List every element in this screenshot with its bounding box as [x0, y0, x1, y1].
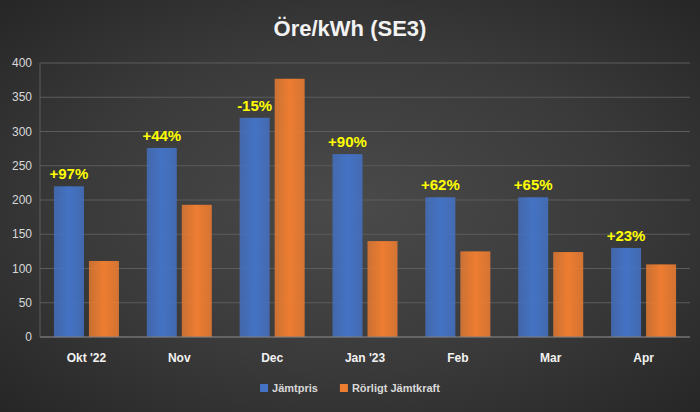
x-tick-label: Okt '22 [67, 351, 107, 365]
grid-line [40, 165, 690, 166]
bar [368, 241, 398, 337]
annotation: +23% [607, 227, 646, 244]
bar [182, 205, 212, 337]
grid-line [40, 234, 690, 235]
legend: Jämtpris Rörligt Jämtkraft [260, 382, 440, 394]
y-tick-label: 100 [12, 262, 32, 276]
bar [147, 148, 177, 337]
x-tick-label: Mar [540, 351, 562, 365]
y-tick-label: 300 [12, 125, 32, 139]
y-tick-label: 50 [19, 296, 33, 310]
bar [553, 252, 583, 337]
bar [54, 186, 84, 337]
y-tick-label: 350 [12, 90, 32, 104]
y-tick-label: 400 [12, 56, 32, 70]
labels: +97% Okt '22 +44% Nov -15% Dec +90% Jan '23 +62%… [50, 97, 655, 365]
bar [611, 248, 641, 337]
legend-label: Rörligt Jämtkraft [352, 382, 440, 394]
bar [275, 79, 305, 337]
y-tick-label: 200 [12, 193, 32, 207]
grid-line [40, 63, 690, 64]
title: Öre/kWh (SE3) [274, 16, 427, 41]
bar [240, 118, 270, 337]
y-tick-label: 250 [12, 159, 32, 173]
grid-line [40, 131, 690, 132]
grid-line [40, 302, 690, 303]
legend-swatch [340, 384, 348, 392]
y-tick-label: 0 [25, 330, 32, 344]
x-tick-label: Nov [168, 351, 191, 365]
grid-line [40, 337, 690, 338]
y-axis-line [40, 63, 41, 337]
grid-line [40, 268, 690, 269]
bars [54, 79, 676, 337]
x-tick-label: Jan '23 [345, 351, 386, 365]
annotation: +97% [50, 165, 89, 182]
annotation: +65% [514, 176, 553, 193]
bar [425, 197, 455, 337]
annotation: +62% [421, 176, 460, 193]
bar [518, 197, 548, 337]
legend-label: Jämtpris [272, 382, 318, 394]
x-tick-label: Feb [447, 351, 468, 365]
bar [89, 261, 119, 337]
bar [646, 264, 676, 337]
y-tick-label: 150 [12, 227, 32, 241]
grid-line [40, 200, 690, 201]
bar [460, 251, 490, 337]
legend-swatch [260, 384, 268, 392]
chart: Öre/kWh (SE3) 0 50 100 150 200 250 300 350 400 +97… [0, 0, 700, 412]
x-axis-line [40, 337, 690, 338]
x-tick-label: Dec [261, 351, 283, 365]
bar [333, 154, 363, 337]
annotation: +90% [328, 133, 367, 150]
annotation: +44% [142, 127, 181, 144]
annotation: -15% [237, 97, 272, 114]
grid-line [40, 97, 690, 98]
x-tick-label: Apr [633, 351, 654, 365]
